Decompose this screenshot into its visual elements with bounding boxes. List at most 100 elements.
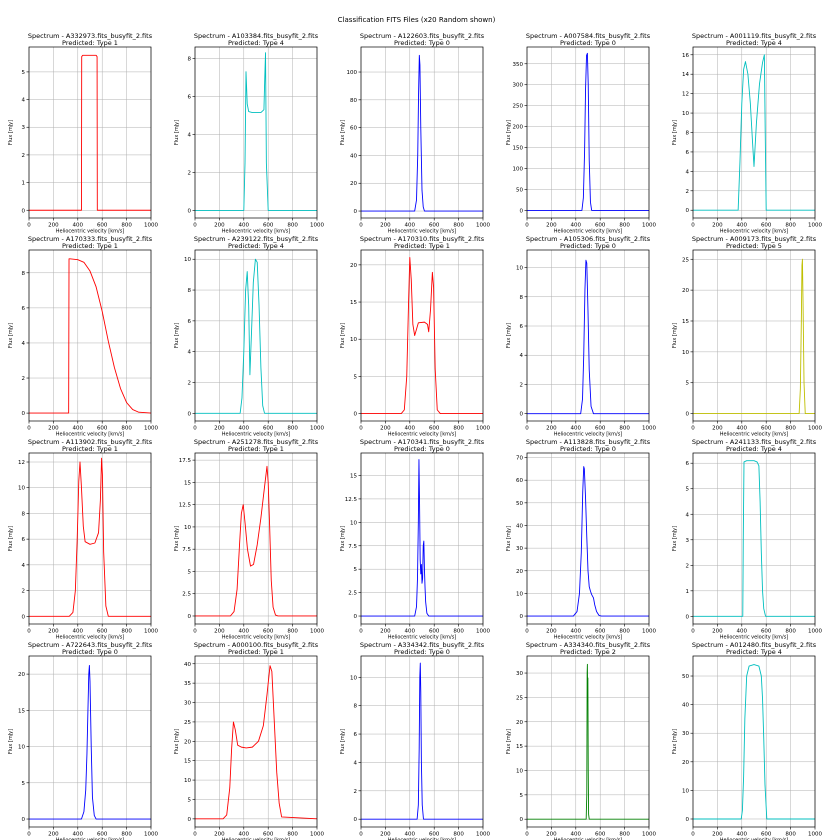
y-tick-label: 10 xyxy=(350,520,357,526)
x-tick-label: 600 xyxy=(97,629,108,635)
x-tick-label: 800 xyxy=(121,629,132,635)
y-tick-label: 0 xyxy=(520,817,524,823)
x-tick-label: 800 xyxy=(287,629,298,635)
axes-frame xyxy=(692,249,816,422)
y-tick-label: 14 xyxy=(682,72,689,78)
x-tick-label: 400 xyxy=(737,426,748,432)
y-axis-label: Flux [mJy] xyxy=(174,729,180,754)
y-tick-label: 0 xyxy=(520,208,524,214)
y-tick-label: 0 xyxy=(354,412,358,418)
y-tick-label: 5 xyxy=(22,70,26,76)
y-tick-label: 2 xyxy=(22,153,26,159)
x-tick-label: 200 xyxy=(48,426,59,432)
subplot: 0 200 400 600 800 1000 0 1 2 3 4 5 6 Spectrum - A2411… xyxy=(672,438,822,641)
x-tick-label: 0 xyxy=(193,223,197,229)
y-tick-label: 0 xyxy=(354,614,358,620)
subplot: 0 200 400 600 800 1000 0 5 10 15 20 25 Spectrum - A0… xyxy=(672,235,822,438)
x-tick-label: 1000 xyxy=(642,426,656,432)
y-tick-label: 2 xyxy=(520,382,524,388)
y-tick-label: 1 xyxy=(22,181,26,187)
x-tick-label: 400 xyxy=(571,629,582,635)
x-tick-label: 800 xyxy=(287,223,298,229)
x-axis-label: Heliocentric velocity [km/s] xyxy=(56,432,125,438)
axes-frame xyxy=(692,655,816,828)
y-axis-label: Flux [mJy] xyxy=(672,526,678,551)
y-tick-label: 2 xyxy=(22,589,26,595)
x-tick-label: 0 xyxy=(193,832,197,838)
x-tick-label: 600 xyxy=(761,832,772,838)
subplot-subtitle: Predicted: Type 1 xyxy=(228,648,284,656)
y-tick-label: 0 xyxy=(686,412,690,418)
x-tick-label: 600 xyxy=(595,629,606,635)
subplot-title: Spectrum - A113828.fits_busyfit_2.fits xyxy=(526,438,651,446)
x-tick-label: 600 xyxy=(761,426,772,432)
x-tick-label: 200 xyxy=(380,629,391,635)
x-tick-label: 0 xyxy=(525,629,529,635)
y-tick-label: 4 xyxy=(188,132,192,138)
x-tick-label: 400 xyxy=(73,629,84,635)
y-tick-label: 10 xyxy=(516,768,523,774)
y-axis-label: Flux [mJy] xyxy=(672,729,678,754)
subplot-title: Spectrum - A334342.fits_busyfit_2.fits xyxy=(360,641,485,649)
x-tick-label: 400 xyxy=(239,223,250,229)
subplot-subtitle: Predicted: Type 5 xyxy=(726,242,782,250)
x-axis-label: Heliocentric velocity [km/s] xyxy=(222,635,291,641)
y-tick-label: 35 xyxy=(184,681,191,687)
y-tick-label: 0 xyxy=(22,411,26,417)
x-tick-label: 200 xyxy=(48,832,59,838)
y-axis-label: Flux [mJy] xyxy=(8,120,14,145)
y-tick-label: 12.5 xyxy=(345,497,358,503)
axes-frame xyxy=(526,452,650,625)
x-tick-label: 400 xyxy=(405,223,416,229)
axes-frame xyxy=(526,249,650,422)
spectrum-line xyxy=(527,466,649,617)
spectrum-line xyxy=(693,460,815,617)
x-tick-label: 1000 xyxy=(476,629,490,635)
spectrum-line xyxy=(693,664,815,820)
x-tick-label: 0 xyxy=(359,629,363,635)
x-tick-label: 400 xyxy=(239,426,250,432)
x-tick-label: 800 xyxy=(121,223,132,229)
subplot: 0 200 400 600 800 1000 0 5 10 15 20 25 30 Spectrum - … xyxy=(506,641,656,840)
y-tick-label: 2 xyxy=(354,789,358,795)
y-tick-label: 100 xyxy=(347,70,358,76)
y-tick-label: 3 xyxy=(686,538,690,544)
x-axis-label: Heliocentric velocity [km/s] xyxy=(222,838,291,840)
y-tick-label: 50 xyxy=(516,188,523,194)
subplot: 0 200 400 600 800 1000 0 2 4 6 8 10 Spectrum - A2391… xyxy=(174,235,324,438)
x-axis-label: Heliocentric velocity [km/s] xyxy=(720,838,789,840)
y-tick-label: 250 xyxy=(513,104,524,110)
y-tick-label: 4 xyxy=(188,350,192,356)
y-tick-label: 5 xyxy=(188,797,192,803)
y-axis-label: Flux [mJy] xyxy=(8,729,14,754)
subplot-subtitle: Predicted: Type 4 xyxy=(726,648,782,656)
y-tick-label: 70 xyxy=(516,456,523,462)
x-tick-label: 600 xyxy=(97,426,108,432)
spectrum-line xyxy=(195,465,317,617)
x-axis-label: Heliocentric velocity [km/s] xyxy=(222,432,291,438)
y-tick-label: 0 xyxy=(188,817,192,823)
x-tick-label: 200 xyxy=(712,629,723,635)
y-tick-label: 15 xyxy=(350,300,357,306)
y-tick-label: 12 xyxy=(18,460,25,466)
x-tick-label: 400 xyxy=(737,629,748,635)
x-tick-label: 800 xyxy=(619,223,630,229)
x-tick-label: 0 xyxy=(27,426,31,432)
x-tick-label: 200 xyxy=(712,426,723,432)
x-tick-label: 600 xyxy=(263,223,274,229)
y-tick-label: 7.5 xyxy=(182,547,191,553)
subplot-subtitle: Predicted: Type 1 xyxy=(394,242,450,250)
y-axis-label: Flux [mJy] xyxy=(8,526,14,551)
y-tick-label: 8 xyxy=(520,295,524,301)
y-tick-label: 300 xyxy=(513,83,524,89)
y-tick-label: 30 xyxy=(184,701,191,707)
y-tick-label: 5 xyxy=(686,487,690,493)
subplot: 0 200 400 600 800 1000 0 2 4 6 8 10 Spectrum - A3343… xyxy=(340,641,490,840)
y-tick-label: 10 xyxy=(184,778,191,784)
x-tick-label: 0 xyxy=(27,629,31,635)
axes-frame xyxy=(526,655,650,828)
x-tick-label: 0 xyxy=(525,832,529,838)
x-tick-label: 1000 xyxy=(144,629,158,635)
x-tick-label: 400 xyxy=(571,426,582,432)
x-tick-label: 200 xyxy=(214,832,225,838)
